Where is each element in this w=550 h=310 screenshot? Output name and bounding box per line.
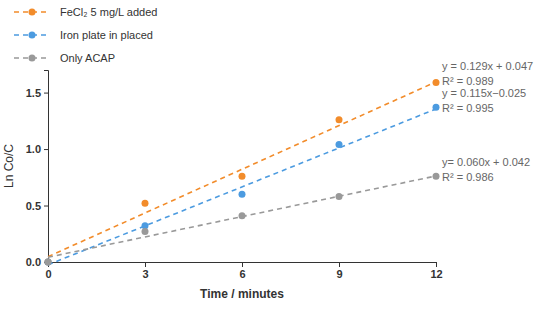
y-tick: 1.5 bbox=[26, 87, 48, 99]
data-point bbox=[433, 79, 440, 86]
plot-area bbox=[45, 79, 440, 266]
x-tick-mark bbox=[339, 262, 340, 267]
fit-equation: y= 0.060x + 0.042 bbox=[442, 156, 530, 168]
legend-label: Only ACAP bbox=[60, 52, 115, 64]
y-tick: 0.5 bbox=[26, 200, 48, 212]
data-point bbox=[433, 173, 440, 180]
y-axis-title: Ln Co/C bbox=[2, 144, 16, 188]
data-point bbox=[45, 259, 52, 266]
x-tick-label: 0 bbox=[45, 268, 51, 280]
fit-equation: y = 0.129x + 0.047 bbox=[442, 60, 533, 72]
fit-r2: R² = 0.986 bbox=[442, 171, 494, 183]
x-tick-mark bbox=[436, 262, 437, 267]
y-axis-line bbox=[44, 71, 49, 263]
data-point bbox=[142, 228, 149, 235]
data-point bbox=[239, 191, 246, 198]
legend-label: Iron plate in placed bbox=[60, 29, 153, 41]
x-tick: 6 bbox=[239, 262, 245, 280]
fit-r2: R² = 0.995 bbox=[442, 102, 494, 114]
data-point bbox=[336, 141, 343, 148]
data-point bbox=[336, 193, 343, 200]
x-tick-label: 3 bbox=[142, 268, 148, 280]
legend-label: FeCl₂ 5 mg/L added bbox=[60, 6, 157, 18]
y-tick-mark bbox=[44, 149, 48, 150]
y-tick-label: 1.0 bbox=[26, 143, 41, 155]
legend-item: Only ACAP bbox=[14, 52, 115, 64]
y-tick-label: 0.0 bbox=[26, 256, 41, 268]
data-point bbox=[336, 116, 343, 123]
data-point bbox=[239, 212, 246, 219]
x-tick: 12 bbox=[430, 262, 442, 280]
legend-marker bbox=[29, 9, 36, 16]
x-tick-mark bbox=[242, 262, 243, 267]
x-tick-mark bbox=[145, 262, 146, 267]
y-tick-mark bbox=[44, 206, 48, 207]
y-tick-label: 1.5 bbox=[26, 87, 41, 99]
fit-equation: y = 0.115x−0.025 bbox=[442, 87, 526, 99]
y-tick-mark bbox=[44, 93, 48, 94]
data-point bbox=[45, 259, 52, 266]
y-axis: 0.0 0.5 1.0 1.5 bbox=[26, 71, 49, 269]
data-point bbox=[239, 173, 246, 180]
legend-marker bbox=[29, 32, 36, 39]
legend-item: Iron plate in placed bbox=[14, 29, 153, 41]
x-axis-line bbox=[49, 263, 437, 268]
fit-r2: R² = 0.989 bbox=[442, 75, 494, 87]
x-tick-label: 6 bbox=[239, 268, 245, 280]
x-tick: 3 bbox=[142, 262, 148, 280]
data-point bbox=[45, 259, 52, 266]
y-tick: 1.0 bbox=[26, 143, 48, 155]
x-tick-label: 12 bbox=[430, 268, 442, 280]
x-tick-label: 9 bbox=[336, 268, 342, 280]
legend-marker bbox=[29, 55, 36, 62]
y-tick-label: 0.5 bbox=[26, 200, 41, 212]
x-tick: 9 bbox=[336, 262, 342, 280]
fit-line bbox=[48, 176, 436, 257]
x-axis-title: Time / minutes bbox=[200, 287, 284, 301]
chart: 0 3 6 9 12 0.0 0.5 1.0 1.5 Time / minutes Ln Co/C y… bbox=[0, 0, 550, 310]
data-point bbox=[142, 200, 149, 207]
legend-item: FeCl₂ 5 mg/L added bbox=[14, 6, 157, 18]
fit-line bbox=[48, 82, 436, 257]
legend: FeCl₂ 5 mg/L added Iron plate in placed On… bbox=[14, 6, 157, 64]
fit-line bbox=[48, 109, 436, 265]
data-point bbox=[433, 104, 440, 111]
x-axis: 0 3 6 9 12 bbox=[45, 262, 442, 280]
